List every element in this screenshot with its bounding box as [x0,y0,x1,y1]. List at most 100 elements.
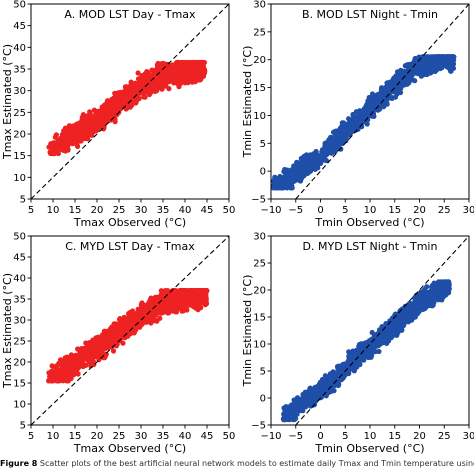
data-point [86,346,92,352]
y-tick-label: 20 [13,130,26,141]
data-point [98,346,104,352]
data-point [87,340,93,346]
data-point [57,139,63,145]
x-tick-label: 5 [28,205,34,216]
x-tick-label: 20 [91,205,104,216]
y-tick-label: 40 [13,274,26,285]
data-point [278,179,284,185]
x-tick-label: 25 [113,205,126,216]
data-point [90,114,96,120]
data-point [195,73,201,79]
data-point [172,296,178,302]
x-tick-label: 35 [157,431,170,442]
data-point [105,115,111,121]
y-tick-label: 50 [13,0,26,11]
data-point [154,62,160,68]
data-point [305,168,311,174]
data-point [183,67,189,73]
data-point [176,68,182,74]
y-axis-label: Tmax Estimated (°C) [1,44,14,160]
data-point [405,76,411,82]
data-point [90,122,96,128]
y-tick-label: 25 [13,337,26,348]
y-tick-label: 15 [253,83,266,94]
scatter-points [271,54,457,191]
data-point [146,91,153,98]
data-point [301,172,307,179]
y-tick-label: 35 [13,295,26,306]
data-point [419,61,425,67]
data-point [79,122,85,128]
data-point [49,363,55,369]
data-point [272,174,278,180]
data-point [395,76,401,82]
data-point [100,337,106,343]
data-point [388,94,394,100]
data-point [159,63,165,69]
data-point [326,138,332,144]
data-point [199,68,205,74]
data-point [61,372,67,378]
data-point [294,161,301,167]
data-point [401,68,407,74]
y-tick-label: 30 [13,86,26,97]
data-point [62,355,68,361]
x-tick-label: 20 [91,431,104,442]
data-point [200,288,206,294]
data-point [202,301,208,307]
x-tick-label: 30 [135,205,148,216]
data-point [71,135,77,141]
data-point [53,373,59,379]
data-point [184,307,190,313]
data-point [200,59,206,66]
data-point [137,309,143,315]
y-tick-label: 45 [13,21,26,32]
data-point [185,289,191,295]
x-axis-label: Tmax Observed (°C) [73,216,186,229]
data-point [127,326,133,332]
y-tick-label: 35 [13,65,26,76]
data-point [157,315,163,321]
data-point [285,175,291,181]
x-tick-label: 20 [413,205,426,216]
data-point [164,77,170,83]
data-point [118,330,124,336]
x-tick-label: 10 [364,205,377,216]
y-tick-label: 20 [253,55,266,66]
panel-a-mod-day-tmax: 5 10 15 20 25 30 35 40 45 505101520253035404550A.… [1,0,235,229]
data-point [160,310,166,316]
data-point [434,54,440,60]
data-point [426,56,433,63]
data-point [113,106,119,113]
data-point [190,59,196,66]
data-point [112,119,118,125]
data-point [441,57,447,63]
data-point [284,183,290,189]
data-point [94,109,100,115]
data-point [69,366,75,372]
data-point [297,170,303,176]
data-point [146,314,152,320]
x-tick-label: 25 [113,431,126,442]
data-point [118,316,124,323]
y-tick-label: 10 [13,173,26,184]
data-point [150,81,156,87]
one-to-one-line [30,235,230,426]
y-tick-label: 0 [260,167,266,178]
data-point [200,293,206,299]
x-tick-label: 50 [223,205,236,216]
data-point [179,289,185,295]
data-point [312,164,318,170]
x-tick-label: −10 [260,205,281,216]
data-point [60,366,66,372]
panel-title: C. MYD LST Day - Tmax [65,240,195,253]
data-point [95,120,101,126]
data-point [54,362,61,368]
data-point [384,84,390,90]
data-point [73,129,79,135]
data-point [98,123,104,129]
data-point [128,93,134,99]
data-point [61,128,67,134]
x-tick-label: 25 [438,205,451,216]
x-tick-label: 45 [201,431,214,442]
